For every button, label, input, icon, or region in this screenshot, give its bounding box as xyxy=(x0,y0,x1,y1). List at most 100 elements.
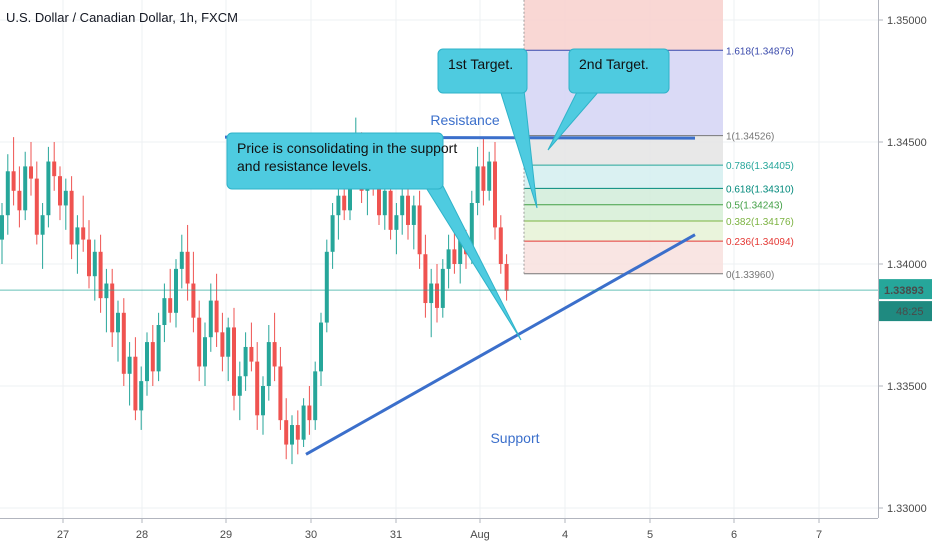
candle-body xyxy=(394,215,399,230)
candle-body xyxy=(98,251,103,299)
callout-first-target[interactable]: 1st Target. xyxy=(437,48,538,209)
fib-level-label: 1.618(1.34876) xyxy=(726,46,794,57)
candle-body xyxy=(278,366,283,421)
candle-body xyxy=(63,190,68,206)
candle-body xyxy=(342,195,347,211)
candle-body xyxy=(487,161,492,191)
candle-body xyxy=(203,337,207,367)
fib-level-label: 1(1.34526) xyxy=(726,132,774,143)
time-tick-label: 28 xyxy=(136,529,148,541)
candle-body xyxy=(261,386,265,416)
candle-body xyxy=(29,166,33,179)
current-price-value: 1.33893 xyxy=(884,285,924,297)
candle-body xyxy=(179,251,184,269)
candle-body xyxy=(127,356,132,374)
time-tick-label: 5 xyxy=(647,529,653,541)
price-tick-label: 1.35000 xyxy=(887,15,927,27)
candle-body xyxy=(11,171,16,191)
time-tick-label: 6 xyxy=(731,529,737,541)
candle-body xyxy=(58,176,62,206)
candle-body xyxy=(249,346,254,362)
candle-body xyxy=(0,215,4,240)
chart-title: U.S. Dollar / Canadian Dollar, 1h, FXCM xyxy=(6,10,238,25)
callout-second-target-box xyxy=(568,48,670,94)
candlestick-series xyxy=(0,117,509,465)
candle-body xyxy=(324,251,329,323)
fib-level-label: 0(1.33960) xyxy=(726,270,774,281)
candle-body xyxy=(290,425,294,445)
time-tick-label: 29 xyxy=(220,529,232,541)
price-tick-label: 1.34000 xyxy=(887,259,927,271)
candle-body xyxy=(81,227,86,240)
candle-body xyxy=(469,203,474,255)
candle-body xyxy=(226,327,231,357)
candle-body xyxy=(46,161,51,216)
callout-second-target[interactable]: 2nd Target. xyxy=(547,48,670,151)
candle-body xyxy=(336,195,341,216)
candle-body xyxy=(145,342,149,382)
candle-body xyxy=(313,371,318,421)
time-tick-label: 27 xyxy=(57,529,69,541)
candle-body xyxy=(417,205,422,255)
candle-body xyxy=(232,327,236,396)
price-axis-bg xyxy=(878,0,932,550)
candle-body xyxy=(34,178,39,235)
candle-body xyxy=(423,254,428,304)
fib-level-label: 0.786(1.34405) xyxy=(726,161,794,172)
callout-consolidation-box xyxy=(226,132,444,190)
candle-body xyxy=(162,298,167,325)
price-tick-label: 1.34500 xyxy=(887,137,927,149)
candle-body xyxy=(75,227,80,245)
candle-body xyxy=(446,249,451,269)
time-tick-label: 4 xyxy=(562,529,568,541)
fibonacci-extension[interactable]: 4.236(1.36357)3.618(1.36008)2.618(1.3544… xyxy=(523,0,794,281)
candle-body xyxy=(301,405,306,440)
fib-zone-fill xyxy=(524,0,723,51)
candle-body xyxy=(382,190,387,216)
support-line xyxy=(305,233,696,456)
candle-body xyxy=(191,283,196,318)
fib-zone-fill xyxy=(524,241,723,274)
candle-body xyxy=(110,283,115,333)
candle-body xyxy=(139,381,144,411)
candle-body xyxy=(87,239,91,277)
candle-body xyxy=(452,249,457,264)
current-price-badge xyxy=(879,279,932,300)
fib-zone-fill xyxy=(524,165,723,189)
price-tick-label: 1.33500 xyxy=(887,381,927,393)
fib-level-label: 0.618(1.34310) xyxy=(726,184,794,195)
candle-body xyxy=(272,342,277,367)
candle-body xyxy=(237,376,242,396)
candle-body xyxy=(307,405,312,421)
fib-zone-fill xyxy=(524,221,723,242)
candle-body xyxy=(377,181,381,216)
candle-body xyxy=(23,166,28,211)
fib-level-label: 0.236(1.34094) xyxy=(726,237,794,248)
callout-annotations[interactable]: 1st Target. 2nd Target. Price is consolida… xyxy=(226,48,670,341)
callout-first-target-box xyxy=(437,48,528,94)
callout-consolidation-text: and resistance levels. xyxy=(237,158,372,174)
candle-body xyxy=(116,312,120,333)
candle-body xyxy=(493,161,497,228)
candle-body xyxy=(197,317,202,367)
candle-body xyxy=(17,190,22,211)
candle-body xyxy=(92,251,97,277)
candle-body xyxy=(255,361,260,416)
support-label: Support xyxy=(490,430,539,446)
callout-consolidation[interactable]: Price is consolidating in the support and… xyxy=(226,132,522,341)
fib-zone-fill xyxy=(524,204,723,222)
candle-body xyxy=(440,268,445,308)
candle-body xyxy=(168,298,173,313)
candle-body xyxy=(208,300,213,338)
candle-body xyxy=(504,264,509,291)
time-tick-label: Aug xyxy=(470,529,490,541)
candle-body xyxy=(498,227,503,264)
candle-body xyxy=(435,283,439,308)
candle-body xyxy=(133,356,138,411)
callout-second-target-text: 2nd Target. xyxy=(579,56,649,72)
candle-body xyxy=(266,342,271,386)
candle-body xyxy=(69,190,74,245)
candle-body xyxy=(5,171,10,216)
